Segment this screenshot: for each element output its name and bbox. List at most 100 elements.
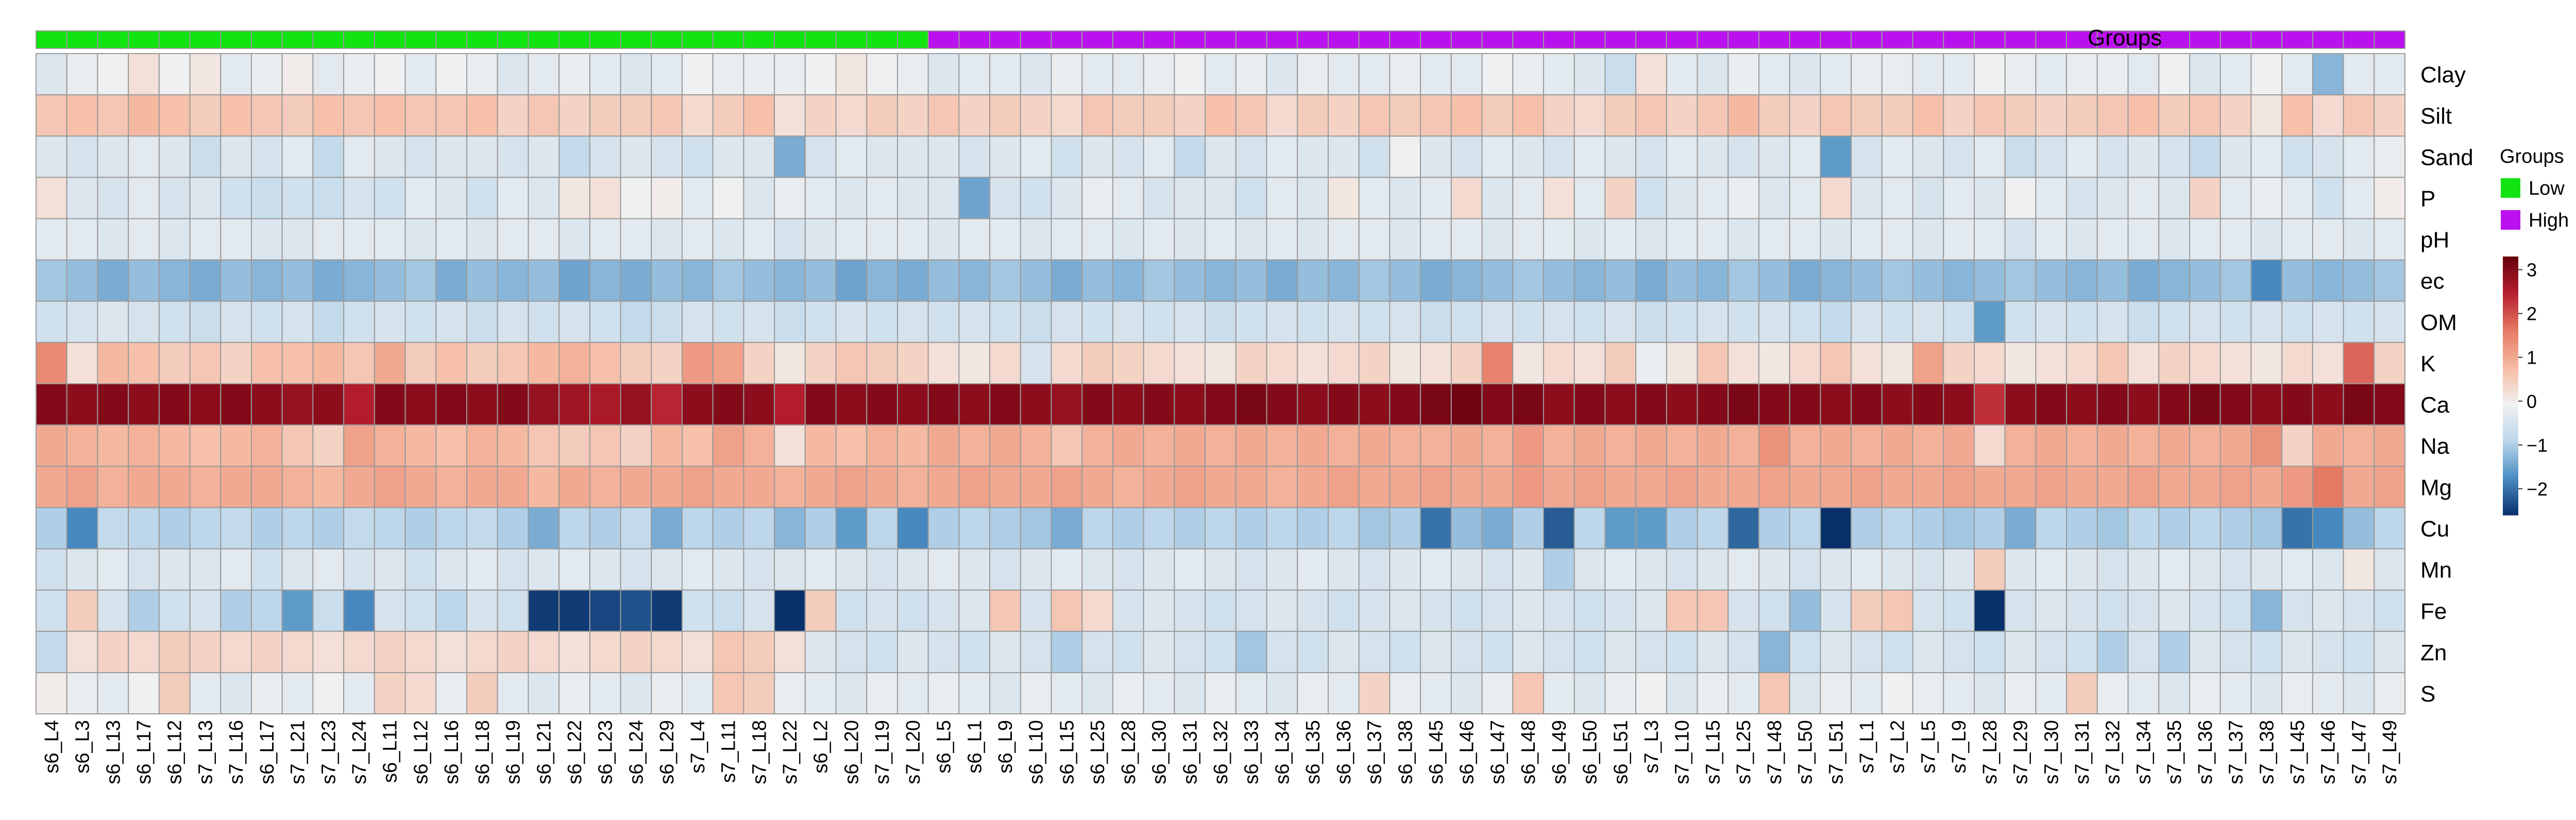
column-label: s6_L4	[41, 720, 63, 774]
colorbar-segment	[2503, 362, 2518, 365]
heatmap-cell	[958, 630, 991, 673]
heatmap-cell	[1266, 424, 1298, 467]
heatmap-cell	[528, 177, 560, 219]
column-label: s6_L38	[1395, 720, 1416, 784]
heatmap-cell	[804, 548, 837, 591]
heatmap-cell	[1727, 548, 1760, 591]
colorbar-segment	[2503, 437, 2518, 440]
heatmap-cell	[1205, 548, 1236, 591]
heatmap-cell	[2035, 218, 2067, 261]
heatmap-cell	[2374, 218, 2406, 261]
heatmap-cell	[651, 630, 683, 673]
heatmap-cell	[343, 135, 375, 178]
heatmap-cell	[743, 672, 775, 715]
heatmap-cell	[2096, 218, 2129, 261]
colorbar-segment	[2503, 377, 2518, 380]
heatmap-cell	[1851, 94, 1883, 137]
heatmap-cell	[497, 383, 529, 426]
heatmap-cell	[2096, 466, 2129, 508]
heatmap-cell	[589, 630, 621, 673]
group-annotation-cell	[1328, 30, 1360, 49]
heatmap-cell	[989, 177, 1021, 219]
heatmap-cell	[1112, 259, 1144, 302]
heatmap-cell	[2250, 383, 2283, 426]
heatmap-cell	[2158, 135, 2191, 178]
heatmap-cell	[1851, 507, 1883, 550]
heatmap-cell	[1389, 53, 1421, 96]
colorbar-segment	[2503, 366, 2518, 369]
heatmap-cell	[66, 630, 98, 673]
column-label: s7_L13	[195, 720, 216, 784]
heatmap-cell	[1727, 341, 1760, 385]
heatmap-cell	[2035, 672, 2067, 715]
heatmap-cell	[1604, 177, 1637, 219]
column-label: s7_L51	[1825, 720, 1847, 784]
heatmap-cell	[1697, 589, 1729, 632]
heatmap-cell	[1727, 300, 1760, 343]
heatmap-cell	[1974, 548, 2006, 591]
heatmap-cell	[2004, 424, 2037, 467]
group-annotation-cell	[374, 30, 406, 49]
colorbar-segment	[2503, 368, 2518, 371]
heatmap-cell	[1635, 135, 1667, 178]
heatmap-cell	[1512, 135, 1545, 178]
heatmap-cell	[897, 630, 929, 673]
heatmap-cell	[66, 507, 98, 550]
heatmap-cell	[1943, 507, 1975, 550]
heatmap-cell	[435, 341, 467, 385]
heatmap-cell	[128, 300, 160, 343]
heatmap-cell	[1174, 424, 1206, 467]
heatmap-cell	[2281, 589, 2313, 632]
heatmap-cell	[1789, 300, 1821, 343]
heatmap-cell	[1481, 341, 1514, 385]
heatmap-cell	[1205, 507, 1236, 550]
heatmap-cell	[620, 672, 652, 715]
heatmap-cell	[1174, 218, 1206, 261]
heatmap-cell	[1697, 507, 1729, 550]
heatmap-cell	[1974, 507, 2006, 550]
heatmap-cell	[1543, 672, 1575, 715]
heatmap-cell	[1697, 177, 1729, 219]
group-annotation-cell	[589, 30, 621, 49]
group-annotation-cell	[128, 30, 160, 49]
heatmap-cell	[1727, 177, 1760, 219]
colorbar-segment	[2503, 381, 2518, 384]
heatmap-cell	[1943, 424, 1975, 467]
heatmap-cell	[2343, 672, 2375, 715]
heatmap-cell	[312, 589, 345, 632]
heatmap-cell	[1143, 589, 1175, 632]
heatmap-cell	[1758, 507, 1790, 550]
heatmap-cell	[220, 672, 252, 715]
heatmap-cell	[528, 94, 560, 137]
heatmap-cell	[2343, 466, 2375, 508]
heatmap-cell	[1974, 177, 2006, 219]
colorbar-segment	[2503, 271, 2518, 275]
heatmap-cell	[1297, 341, 1329, 385]
heatmap-cell	[958, 466, 991, 508]
column-label: s7_L3	[1641, 720, 1663, 774]
heatmap-cell	[2035, 300, 2067, 343]
heatmap-cell	[312, 548, 345, 591]
heatmap-cell	[1943, 259, 1975, 302]
heatmap-cell	[2096, 53, 2129, 96]
heatmap-cell	[1666, 300, 1698, 343]
heatmap-cell	[1697, 548, 1729, 591]
heatmap-cell	[1420, 383, 1452, 426]
heatmap-cell	[1635, 300, 1667, 343]
heatmap-cell	[866, 300, 899, 343]
heatmap-cell	[804, 589, 837, 632]
heatmap-cell	[989, 94, 1021, 137]
heatmap-cell	[1543, 218, 1575, 261]
column-label: s7_L30	[2041, 720, 2062, 784]
heatmap-cell	[466, 135, 498, 178]
column-label: s6_L3	[72, 720, 94, 774]
colorbar-segment	[2503, 512, 2518, 516]
colorbar-segment	[2503, 263, 2518, 266]
colorbar-segment	[2503, 291, 2518, 294]
colorbar-segment	[2503, 467, 2518, 470]
group-annotation-cell	[2004, 30, 2037, 49]
group-annotation-cell	[528, 30, 560, 49]
heatmap-cell	[2219, 341, 2252, 385]
heatmap-cell	[97, 341, 129, 385]
heatmap-cell	[97, 466, 129, 508]
